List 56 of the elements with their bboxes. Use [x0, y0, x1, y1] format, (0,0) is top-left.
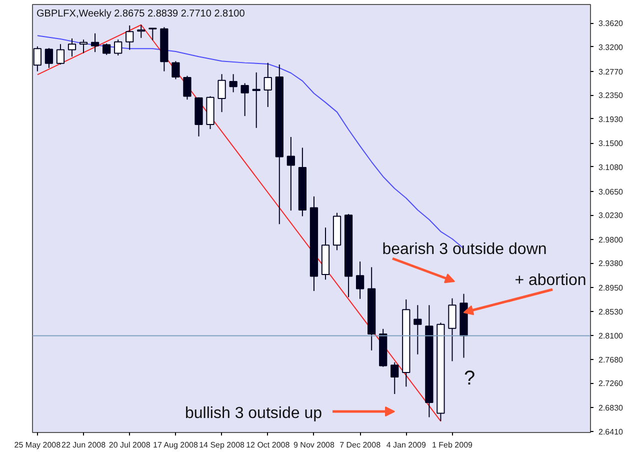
candlestick — [56, 44, 65, 66]
annotation: ? — [464, 368, 476, 390]
x-tick-label: 7 Dec 2008 — [340, 440, 382, 450]
candlestick — [114, 39, 122, 56]
y-tick-label: 3.1500 — [598, 139, 624, 148]
candlestick — [79, 39, 88, 54]
candlestick — [102, 43, 111, 56]
candlestick — [448, 298, 456, 362]
y-tick-label: 2.8530 — [598, 307, 624, 316]
y-tick-label: 3.0230 — [598, 211, 624, 220]
x-tick-label: 12 Oct 2008 — [246, 440, 290, 450]
candlestick — [137, 24, 146, 38]
x-tick-label: 20 Jul 2008 — [108, 440, 151, 450]
candlestick — [148, 28, 157, 41]
annotation: bullish 3 outside up — [185, 405, 322, 422]
candlestick — [172, 60, 180, 80]
candlestick — [390, 362, 399, 395]
y-tick-label: 2.7260 — [598, 379, 624, 388]
y-tick-label: 3.1080 — [598, 162, 624, 172]
candlestick — [126, 24, 134, 50]
candlestick — [68, 38, 76, 58]
candlestick — [240, 82, 249, 117]
y-tick-label: 3.0650 — [598, 187, 624, 196]
candlestick — [286, 136, 295, 212]
x-tick-label: 1 Feb 2009 — [432, 440, 474, 450]
y-tick-label: 3.1930 — [598, 114, 624, 124]
y-tick-label: 2.9800 — [598, 235, 624, 244]
y-tick-label: 2.9380 — [598, 259, 624, 268]
y-tick-label: 3.3620 — [598, 19, 624, 28]
x-tick-label: 14 Sep 2008 — [199, 440, 246, 450]
candlestick — [229, 74, 238, 93]
candlestick — [33, 46, 42, 72]
candlestick — [44, 48, 54, 68]
x-tick-label: 22 Jun 2008 — [62, 440, 106, 450]
y-tick-label: 3.2350 — [598, 91, 624, 100]
candlestick — [183, 75, 192, 100]
chart-title: GBPLFX,Weekly 2.8675 2.8839 2.7710 2.8100 — [36, 8, 246, 20]
y-tick-label: 3.3200 — [598, 42, 624, 52]
x-tick-label: 9 Nov 2008 — [294, 440, 335, 450]
y-tick-label: 2.6410 — [598, 427, 624, 436]
candlestick — [264, 62, 272, 108]
ref-line-label: 2.8100 — [598, 332, 624, 341]
y-tick-label: 2.6830 — [598, 404, 624, 413]
candlestick — [218, 74, 226, 113]
x-tick-label: 25 May 2008 — [14, 440, 62, 450]
annotation: bearish 3 outside down — [382, 241, 547, 258]
candlestick — [414, 304, 422, 355]
y-tick-label: 2.7680 — [598, 355, 624, 364]
x-tick-label: 17 Aug 2008 — [153, 440, 198, 450]
candlestick — [356, 261, 364, 300]
y-tick-label: 2.8950 — [598, 284, 624, 293]
annotation: + abortion — [514, 272, 586, 289]
y-tick-label: 3.2770 — [598, 67, 624, 76]
candlestick — [90, 32, 100, 53]
candlestick — [252, 72, 260, 128]
x-tick-label: 4 Jan 2009 — [386, 440, 426, 450]
